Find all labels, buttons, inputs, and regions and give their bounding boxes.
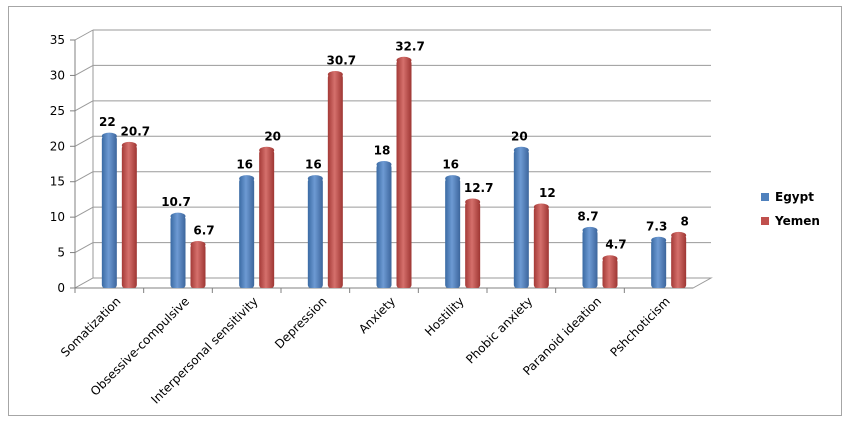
gridline-depth bbox=[74, 100, 94, 112]
bar-cap-egypt-4 bbox=[376, 160, 392, 168]
data-label-yemen-2: 20 bbox=[264, 129, 281, 143]
bar-egypt-5 bbox=[445, 178, 461, 288]
legend: Egypt Yemen bbox=[761, 190, 820, 228]
gridline-depth bbox=[74, 206, 94, 218]
y-tick-label: 0 bbox=[57, 281, 65, 295]
y-tick-label: 30 bbox=[50, 68, 65, 82]
data-label-yemen-5: 12.7 bbox=[464, 181, 494, 195]
bar-yemen-8 bbox=[671, 235, 687, 288]
data-label-egypt-6: 20 bbox=[511, 129, 528, 143]
labels-layer: 2220.7Somatization10.76.7Obsessive-compu… bbox=[58, 39, 689, 406]
data-label-egypt-8: 7.3 bbox=[646, 219, 667, 233]
data-label-egypt-3: 16 bbox=[305, 158, 322, 172]
data-label-yemen-6: 12 bbox=[539, 186, 556, 200]
data-label-egypt-7: 8.7 bbox=[577, 209, 598, 223]
bar-cap-yemen-6 bbox=[533, 203, 549, 211]
y-tick-label: 20 bbox=[50, 139, 65, 153]
bar-yemen-0 bbox=[121, 145, 137, 288]
bar-egypt-2 bbox=[239, 178, 255, 288]
y-tick-label: 25 bbox=[50, 104, 65, 118]
legend-swatch-egypt bbox=[761, 193, 769, 201]
x-category-label: Phobic anxiety bbox=[463, 294, 535, 366]
bar-cap-egypt-7 bbox=[582, 226, 598, 234]
bar-egypt-7 bbox=[582, 230, 598, 288]
x-category-label: Anxiety bbox=[356, 294, 398, 336]
bar-cap-yemen-8 bbox=[671, 231, 687, 239]
bar-cap-egypt-3 bbox=[307, 175, 323, 183]
data-label-yemen-8: 8 bbox=[680, 214, 688, 228]
bar-egypt-6 bbox=[513, 150, 529, 288]
legend-label-yemen: Yemen bbox=[774, 214, 820, 228]
bar-cap-yemen-4 bbox=[396, 56, 412, 64]
data-label-egypt-0: 22 bbox=[99, 115, 116, 129]
bar-yemen-5 bbox=[465, 202, 481, 288]
data-label-egypt-5: 16 bbox=[442, 158, 459, 172]
data-label-yemen-0: 20.7 bbox=[121, 124, 151, 138]
bars-layer bbox=[101, 56, 687, 289]
data-label-yemen-3: 30.7 bbox=[327, 53, 357, 67]
legend-swatch-yemen bbox=[761, 217, 769, 225]
bar-cap-yemen-2 bbox=[259, 146, 275, 154]
bar-yemen-2 bbox=[259, 150, 275, 288]
bar-cap-yemen-1 bbox=[190, 241, 206, 249]
bar-cap-egypt-0 bbox=[101, 132, 117, 140]
bar-cap-yemen-5 bbox=[465, 198, 481, 206]
bar-cap-yemen-7 bbox=[602, 255, 618, 263]
gridline-depth bbox=[74, 29, 94, 41]
x-category-label: Depression bbox=[272, 294, 329, 351]
bar-cap-egypt-6 bbox=[513, 146, 529, 154]
bar-egypt-3 bbox=[307, 178, 323, 288]
bar-chart: 0 5 10 15 20 25 30 35 22 20.7 Somatization 10.7 6.7… bbox=[50, 29, 820, 407]
y-tick-label: 5 bbox=[57, 246, 65, 260]
data-label-egypt-4: 18 bbox=[374, 143, 391, 157]
bar-cap-yemen-3 bbox=[327, 70, 343, 78]
y-tick-label: 35 bbox=[50, 33, 65, 47]
bar-cap-egypt-1 bbox=[170, 212, 186, 220]
y-tick-label: 15 bbox=[50, 175, 65, 189]
data-label-egypt-1: 10.7 bbox=[161, 195, 191, 209]
gridline-depth bbox=[74, 171, 94, 183]
x-category-label: Hostility bbox=[422, 294, 467, 339]
data-label-yemen-1: 6.7 bbox=[193, 224, 214, 238]
bar-cap-yemen-0 bbox=[121, 141, 137, 149]
x-category-label: Somatization bbox=[58, 294, 124, 360]
data-label-yemen-7: 4.7 bbox=[605, 238, 626, 252]
bar-yemen-3 bbox=[327, 74, 343, 289]
gridline-depth bbox=[74, 135, 94, 147]
bar-yemen-4 bbox=[396, 60, 412, 288]
bar-egypt-1 bbox=[170, 216, 186, 288]
gridline-depth bbox=[74, 64, 94, 76]
gridline-depth bbox=[74, 242, 94, 254]
bar-egypt-0 bbox=[101, 136, 117, 288]
bar-yemen-6 bbox=[533, 206, 549, 288]
bar-yemen-1 bbox=[190, 244, 206, 288]
bar-egypt-8 bbox=[651, 240, 667, 288]
bar-cap-egypt-5 bbox=[445, 175, 461, 183]
x-category-label: Pshchoticism bbox=[607, 294, 672, 359]
bar-yemen-7 bbox=[602, 258, 618, 288]
bar-cap-egypt-8 bbox=[651, 236, 667, 244]
y-tick-label: 10 bbox=[50, 210, 65, 224]
data-label-egypt-2: 16 bbox=[236, 158, 253, 172]
legend-label-egypt: Egypt bbox=[775, 190, 814, 204]
bar-cap-egypt-2 bbox=[239, 175, 255, 183]
chart-frame: 0 5 10 15 20 25 30 35 22 20.7 Somatization 10.7 6.7… bbox=[8, 6, 842, 416]
data-label-yemen-4: 32.7 bbox=[395, 39, 425, 53]
bar-egypt-4 bbox=[376, 164, 392, 288]
